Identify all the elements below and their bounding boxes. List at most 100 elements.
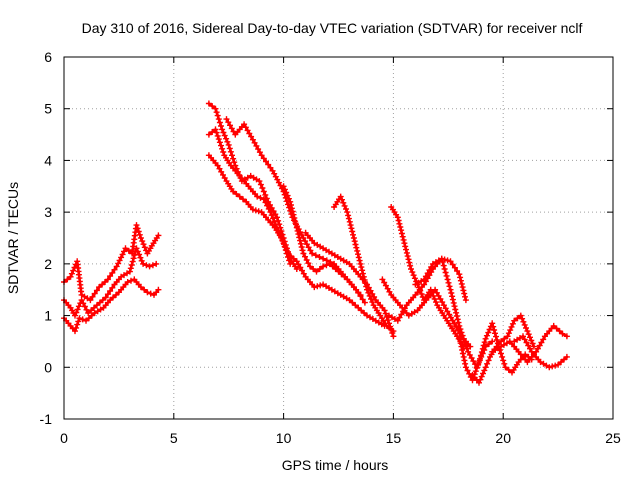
- data-point: [135, 228, 142, 235]
- data-point: [540, 336, 547, 343]
- data-point: [299, 247, 306, 254]
- data-point: [364, 286, 370, 293]
- data-point: [270, 208, 277, 215]
- data-point: [369, 299, 376, 306]
- data-point: [274, 214, 280, 221]
- data-point: [478, 373, 485, 380]
- data-point: [493, 333, 499, 340]
- data-point: [355, 251, 361, 258]
- data-point: [278, 235, 285, 241]
- data-point: [477, 352, 484, 359]
- data-point: [401, 305, 408, 312]
- x-tick-label: 25: [605, 430, 621, 446]
- data-point: [307, 247, 314, 254]
- data-point: [67, 273, 74, 280]
- data-point: [348, 225, 355, 232]
- data-point: [75, 318, 82, 325]
- data-point: [453, 309, 460, 316]
- data-point: [501, 360, 508, 367]
- data-point: [464, 345, 470, 352]
- data-point: [285, 195, 292, 202]
- data-point: [424, 270, 431, 277]
- data-point: [489, 320, 496, 327]
- data-point: [253, 142, 260, 149]
- data-point: [227, 148, 234, 155]
- data-point: [552, 362, 559, 369]
- data-point: [403, 246, 409, 253]
- data-point: [421, 281, 428, 288]
- data-point: [231, 159, 238, 166]
- data-point: [311, 284, 318, 291]
- data-point: [104, 276, 111, 283]
- data-point: [449, 296, 456, 303]
- data-point: [125, 247, 132, 254]
- data-point: [107, 273, 114, 280]
- y-tick-label: 6: [44, 49, 52, 65]
- data-point: [284, 192, 291, 199]
- data-point: [229, 152, 235, 159]
- data-point: [155, 286, 162, 293]
- data-point: [91, 290, 98, 297]
- data-point: [390, 333, 397, 340]
- data-point: [79, 316, 86, 323]
- data-point: [410, 272, 417, 279]
- data-point: [289, 208, 296, 215]
- data-point: [478, 349, 485, 356]
- data-point: [492, 330, 498, 337]
- y-tick-label: 1: [44, 308, 52, 324]
- data-point: [341, 202, 348, 209]
- data-point: [300, 270, 307, 277]
- data-point: [351, 238, 358, 245]
- data-point: [344, 209, 351, 216]
- data-point: [74, 306, 81, 313]
- data-point: [444, 308, 451, 315]
- data-point: [111, 266, 118, 273]
- data-point: [138, 257, 145, 264]
- data-point: [288, 202, 294, 208]
- data-point: [346, 218, 353, 225]
- data-point: [242, 124, 249, 131]
- data-point: [248, 133, 255, 140]
- data-point: [263, 158, 269, 165]
- data-point: [209, 103, 216, 110]
- data-point: [93, 287, 100, 294]
- data-point: [409, 269, 416, 276]
- data-point: [451, 264, 458, 271]
- data-point: [464, 367, 471, 374]
- data-point: [254, 193, 261, 200]
- data-point: [458, 329, 465, 336]
- data-point: [482, 335, 489, 342]
- data-point: [218, 142, 224, 149]
- data-point: [214, 162, 221, 169]
- data-point: [345, 212, 352, 219]
- data-point: [76, 315, 83, 322]
- data-point: [457, 277, 464, 284]
- data-point: [260, 155, 267, 162]
- data-point: [299, 267, 305, 274]
- data-point: [307, 263, 313, 270]
- data-point: [519, 315, 526, 322]
- data-point: [517, 312, 524, 319]
- data-point: [379, 276, 386, 283]
- data-point: [483, 332, 490, 339]
- data-point: [149, 262, 156, 269]
- data-point: [313, 268, 320, 275]
- data-point: [456, 322, 463, 329]
- data-point: [381, 279, 388, 286]
- data-point: [251, 139, 258, 146]
- data-point: [470, 358, 477, 365]
- data-point: [320, 255, 327, 262]
- data-point: [449, 261, 456, 268]
- data-point: [462, 297, 469, 304]
- data-point: [219, 126, 226, 133]
- x-axis-label: GPS time / hours: [282, 457, 389, 473]
- data-point: [230, 188, 237, 195]
- data-point: [451, 303, 458, 310]
- data-point: [402, 243, 409, 250]
- data-point: [241, 121, 248, 128]
- data-point: [233, 191, 240, 197]
- data-point: [524, 328, 531, 335]
- data-point: [343, 206, 349, 212]
- data-point: [64, 276, 71, 283]
- data-point: [282, 244, 289, 251]
